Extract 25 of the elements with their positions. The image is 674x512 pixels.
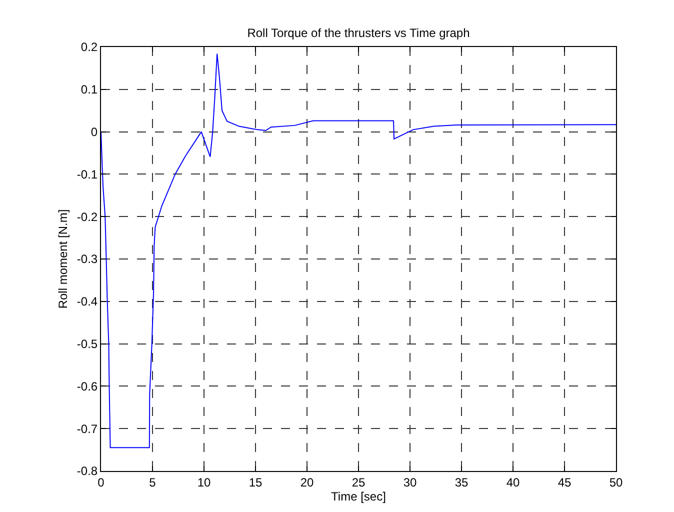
x-tick-label: 40 [506, 475, 520, 490]
x-axis-title: Time [sec] [331, 489, 386, 504]
x-tick-label: 50 [609, 475, 623, 490]
y-tick-label: -0.6 [76, 379, 98, 394]
y-tick-label: -0.5 [76, 337, 98, 351]
x-tick-label: 20 [300, 475, 314, 490]
x-tick-label: 25 [352, 475, 366, 490]
x-tick-label: 15 [248, 475, 262, 490]
y-tick-label: -0.4 [76, 294, 98, 309]
y-tick-label: -0.1 [76, 167, 98, 182]
x-tick-label: 30 [403, 475, 417, 490]
x-tick-label: 5 [149, 475, 156, 490]
y-tick-label: -0.7 [76, 422, 98, 436]
y-tick-label: -0.8 [76, 464, 98, 478]
y-tick-label: 0 [90, 125, 98, 139]
y-tick-label: 0.2 [80, 40, 98, 54]
y-tick-label: 0.1 [80, 82, 98, 97]
y-axis-title: Roll moment [N.m] [56, 209, 70, 309]
x-tick-label: 10 [197, 475, 211, 490]
x-tick-label: 45 [558, 475, 572, 490]
line-series [101, 53, 616, 448]
chart-title: Roll Torque of the thrusters vs Time graph [247, 26, 470, 40]
x-tick-label: 35 [454, 475, 468, 490]
y-tick-label: -0.3 [76, 252, 98, 266]
y-tick-label: -0.2 [76, 210, 98, 224]
